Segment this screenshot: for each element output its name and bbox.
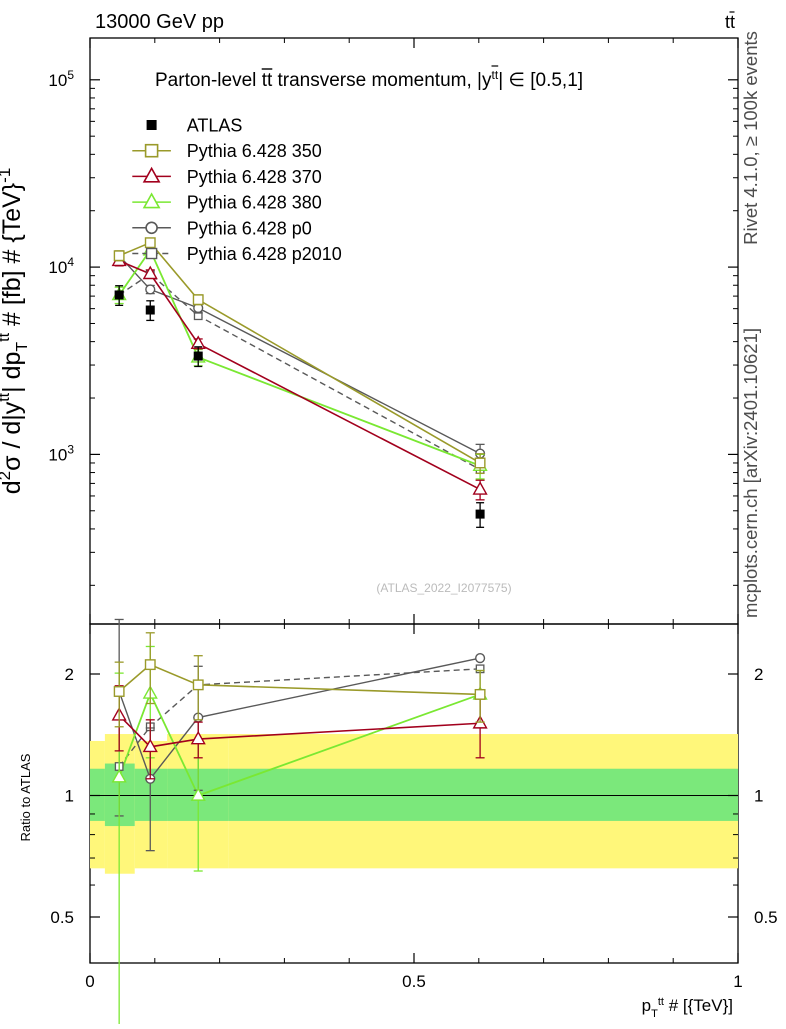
svg-text:Rivet 4.1.0, ≥ 100k events: Rivet 4.1.0, ≥ 100k events [740, 31, 761, 245]
svg-text:T: T [14, 342, 31, 352]
svg-text:2: 2 [754, 665, 763, 684]
svg-text:0.5: 0.5 [50, 908, 74, 927]
svg-text:# [fb] # {TeV}: # [fb] # {TeV} [0, 183, 26, 333]
svg-text:transverse momentum, |y: transverse momentum, |y [272, 70, 492, 91]
svg-text:ATLAS: ATLAS [187, 116, 243, 136]
svg-text:Pythia 6.428 p0: Pythia 6.428 p0 [187, 218, 312, 238]
svg-text:0: 0 [85, 972, 94, 991]
svg-text:2: 2 [0, 471, 14, 480]
svg-text:Parton-level: Parton-level [155, 70, 262, 91]
svg-text:Pythia 6.428 380: Pythia 6.428 380 [187, 193, 322, 213]
svg-text:σ / d|y: σ / d|y [0, 401, 26, 471]
svg-text:2: 2 [65, 665, 74, 684]
svg-text:tt: tt [725, 12, 735, 32]
svg-text:Pythia 6.428 370: Pythia 6.428 370 [187, 167, 322, 187]
svg-text:1: 1 [733, 972, 742, 991]
svg-text:13000 GeV pp: 13000 GeV pp [95, 11, 224, 33]
svg-text:Pythia 6.428 350: Pythia 6.428 350 [187, 141, 322, 161]
svg-text:1: 1 [65, 787, 74, 806]
svg-text:(ATLAS_2022_I2077575): (ATLAS_2022_I2077575) [376, 581, 511, 595]
svg-text:0.5: 0.5 [754, 908, 778, 927]
svg-text:d: d [0, 480, 26, 494]
svg-text:1: 1 [754, 787, 763, 806]
svg-text:0.5: 0.5 [402, 972, 426, 991]
svg-text:| dp: | dp [0, 352, 26, 393]
svg-text:Ratio to ATLAS: Ratio to ATLAS [18, 753, 33, 841]
svg-text:| ∈ [0.5,1]: | ∈ [0.5,1] [498, 70, 583, 91]
svg-text:Pythia 6.428 p2010: Pythia 6.428 p2010 [187, 244, 342, 264]
svg-text:-1: -1 [0, 168, 14, 183]
svg-text:mcplots.cern.ch [arXiv:2401.10: mcplots.cern.ch [arXiv:2401.10621] [740, 328, 761, 618]
